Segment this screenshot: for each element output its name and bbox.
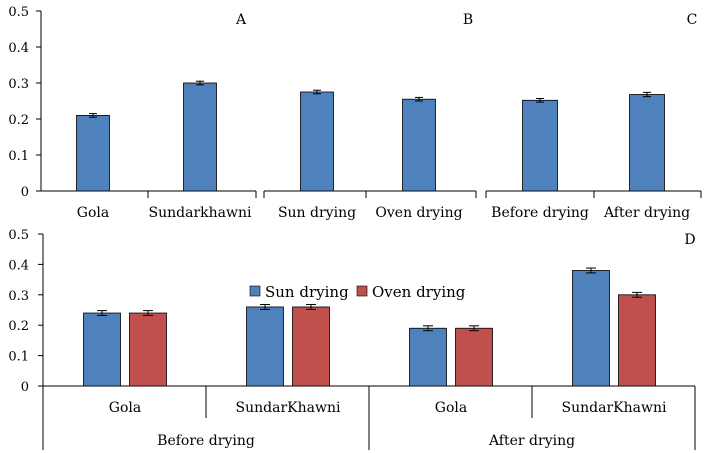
panel-D-category-label: SundarKhawni [236,400,341,416]
panel-D-bar-sun [246,306,284,387]
bottom-y-tick-label: 0.4 [8,258,29,273]
panel-C-category-label: After drying [603,205,690,221]
panel-B-bar [402,98,436,192]
panel-A-category-label: Sundarkhawni [149,205,252,221]
panel-D-bar-sun [572,270,610,387]
top-y-tick-label: 0.5 [8,5,29,20]
panel-D-bar-oven [455,327,493,387]
bottom-y-tick-label: 0 [21,380,29,395]
top-y-tick-label: 0.2 [8,113,29,128]
panel-D-bar-oven [129,312,167,387]
bottom-y-tick-label: 0.1 [8,350,29,365]
panel-A-label: A [235,12,247,28]
top-y-tick-label: 0.3 [8,77,29,92]
panel-A-bar [76,115,110,192]
panel-C-bar [629,94,665,192]
panel-D-group-label: Before drying [157,433,255,449]
top-y-tick-label: 0 [21,185,29,200]
panel-B-bar [300,91,334,192]
panel-D-bar-oven [618,294,656,387]
panel-B-category-label: Oven drying [375,205,462,221]
panel-D-category-label: SundarKhawni [562,400,667,416]
top-y-tick-label: 0.1 [8,149,29,164]
panel-D-bar-sun [409,327,447,387]
panel-D-bar-sun [83,312,121,387]
panel-B-label: B [463,12,473,28]
panel-B-category-label: Sun drying [278,205,356,221]
legend-swatch-sun [249,285,261,297]
bottom-y-tick-label: 0.3 [8,289,29,304]
legend-swatch-oven [356,285,368,297]
panel-D-label: D [684,232,695,248]
panel-D-bar-oven [292,306,330,387]
top-y-tick-label: 0.4 [8,41,29,56]
bottom-y-tick-label: 0.5 [8,228,29,243]
legend-label: Sun drying [265,283,349,301]
panel-C-bar [522,99,558,192]
panel-C-label: C [687,12,698,28]
panel-D-category-label: Gola [109,400,141,416]
panel-D-category-label: Gola [435,400,467,416]
panel-A-category-label: Gola [77,205,109,221]
panel-A-bar [183,82,217,192]
legend-label: Oven drying [372,283,466,301]
panel-D-group-label: After drying [488,433,575,449]
bottom-y-tick-label: 0.2 [8,319,29,334]
panel-C-category-label: Before drying [491,205,589,221]
